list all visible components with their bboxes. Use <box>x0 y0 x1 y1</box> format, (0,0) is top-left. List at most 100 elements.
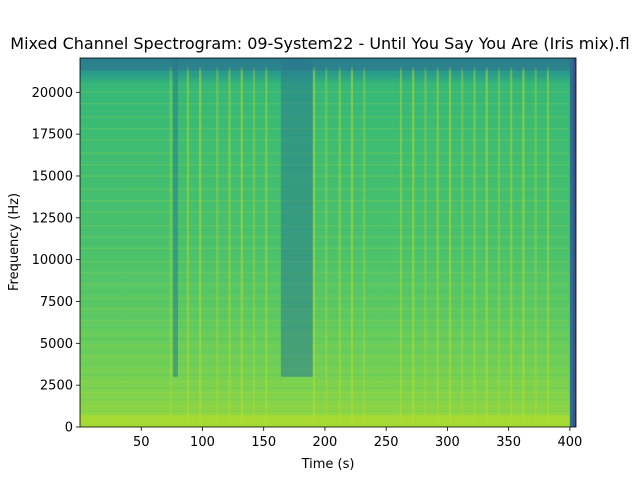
transient-streak <box>265 67 268 427</box>
y-tick-label: 12500 <box>32 211 73 226</box>
harmonic-band <box>80 351 576 353</box>
transient-streak <box>436 67 439 427</box>
harmonic-band <box>80 261 576 263</box>
low-frequency-energy <box>80 415 570 427</box>
harmonic-band <box>80 315 576 317</box>
harmonic-band <box>80 182 576 184</box>
harmonic-band <box>80 338 576 340</box>
harmonic-band <box>80 91 576 94</box>
y-tick-label: 0 <box>65 421 73 436</box>
transient-streak <box>363 67 366 427</box>
harmonic-band <box>80 308 576 310</box>
harmonic-band <box>80 297 576 299</box>
harmonic-band <box>80 145 576 148</box>
transient-streak <box>312 67 316 427</box>
harmonic-band <box>80 405 576 408</box>
harmonic-band <box>80 224 576 227</box>
harmonic-band <box>80 103 576 105</box>
x-axis-label: Time (s) <box>301 457 355 472</box>
harmonic-band <box>80 247 576 250</box>
harmonic-band <box>80 211 576 213</box>
harmonic-band <box>80 387 576 389</box>
harmonic-band <box>80 410 576 412</box>
harmonic-band <box>80 163 576 166</box>
harmonic-band <box>80 236 576 238</box>
harmonic-band <box>80 369 576 371</box>
high-frequency-cutoff <box>80 58 576 71</box>
x-axis: 50 100 150 200 250 300 350 400 <box>133 427 582 450</box>
harmonic-band <box>80 356 576 358</box>
harmonic-band <box>80 272 576 274</box>
transient-streak <box>186 67 189 427</box>
transient-streak <box>252 67 256 427</box>
harmonic-band <box>80 175 576 177</box>
x-tick-label: 300 <box>435 435 460 450</box>
y-axis-label: Frequency (Hz) <box>7 193 22 291</box>
harmonic-band <box>80 188 576 191</box>
harmonic-band <box>80 290 576 292</box>
transient-streak <box>424 67 427 427</box>
y-tick-label: 17500 <box>32 128 73 143</box>
transient-streak <box>534 67 537 427</box>
harmonic-band <box>80 121 576 123</box>
harmonic-band <box>80 423 576 426</box>
x-tick-label: 50 <box>133 435 150 450</box>
harmonic-band <box>80 200 576 202</box>
harmonic-band <box>80 279 576 281</box>
transient-streak <box>169 67 172 427</box>
plot-frame <box>79 57 577 428</box>
transient-streak <box>473 67 476 427</box>
transient-streak <box>325 67 328 427</box>
harmonic-band <box>80 301 576 304</box>
harmonic-band <box>80 326 576 329</box>
harmonic-band <box>80 218 576 220</box>
chart-title: Mixed Channel Spectrogram: 09-System22 -… <box>10 34 629 53</box>
harmonic-band <box>80 283 576 286</box>
transient-streak <box>522 67 525 427</box>
transient-streak <box>412 67 415 427</box>
harmonic-band <box>80 374 576 376</box>
harmonic-band <box>80 398 576 401</box>
y-tick-label: 10000 <box>32 253 73 268</box>
harmonic-band <box>80 157 576 159</box>
harmonic-band <box>80 229 576 231</box>
transient-streak <box>228 67 231 427</box>
y-axis: 0 2500 5000 7500 10000 12500 15000 17500 20000 <box>32 86 80 436</box>
x-tick-label: 400 <box>557 435 582 450</box>
x-tick-label: 350 <box>496 435 521 450</box>
transient-streak <box>448 67 452 427</box>
harmonic-band <box>80 116 576 118</box>
transient-streak <box>461 67 464 427</box>
plot-area <box>80 58 576 427</box>
x-tick-label: 200 <box>313 435 338 450</box>
harmonic-band <box>80 416 576 419</box>
transient-streak <box>199 67 202 427</box>
harmonic-band <box>80 333 576 335</box>
harmonic-band <box>80 265 576 268</box>
harmonic-band <box>80 392 576 394</box>
transient-streak <box>485 67 488 427</box>
transient-streak <box>216 67 219 427</box>
harmonic-band <box>80 109 576 112</box>
transient-streak <box>497 67 501 427</box>
harmonic-band <box>80 84 576 87</box>
harmonic-band <box>80 380 576 383</box>
y-tick-label: 20000 <box>32 86 73 101</box>
spectrogram-base <box>80 58 576 427</box>
y-tick-label: 7500 <box>40 295 73 310</box>
harmonic-band <box>80 139 576 141</box>
harmonic-band <box>80 98 576 100</box>
harmonic-band <box>80 344 576 347</box>
quiet-region <box>173 58 178 377</box>
harmonic-band <box>80 134 576 136</box>
harmonic-band <box>80 206 576 209</box>
x-tick-label: 150 <box>251 435 276 450</box>
harmonic-band <box>80 362 576 365</box>
harmonic-band <box>80 127 576 130</box>
x-tick-label: 250 <box>374 435 399 450</box>
y-tick-label: 2500 <box>40 379 73 394</box>
transient-streak <box>510 67 513 427</box>
quiet-region <box>280 58 313 377</box>
transient-streak <box>338 67 341 427</box>
